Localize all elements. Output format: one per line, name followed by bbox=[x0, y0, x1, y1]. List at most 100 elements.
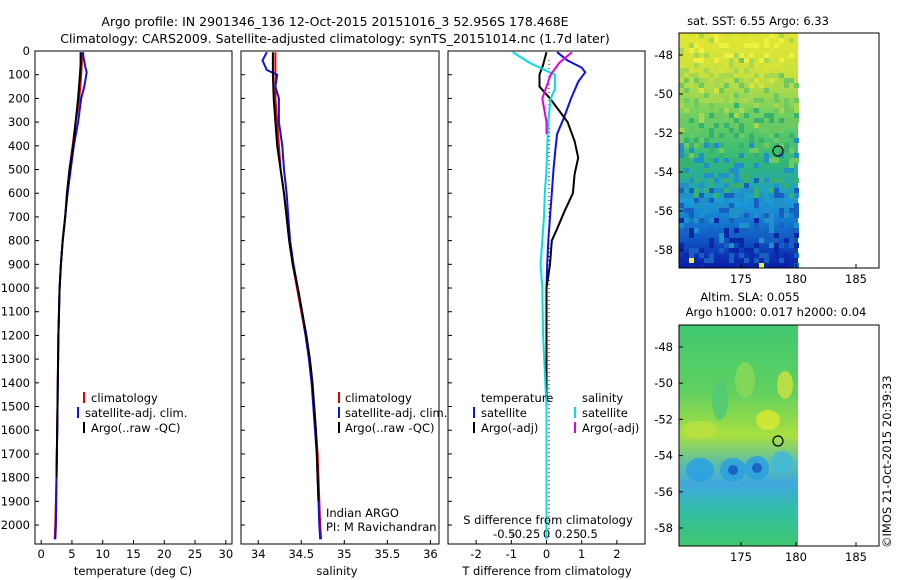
sst-pixel bbox=[789, 108, 794, 113]
sst-pixel bbox=[764, 73, 769, 78]
sst-pixel bbox=[734, 263, 739, 268]
sst-pixel bbox=[769, 33, 774, 38]
sst-pixel bbox=[709, 253, 714, 258]
sst-pixel bbox=[714, 78, 719, 83]
sst-pixel bbox=[789, 193, 794, 198]
sst-pixel bbox=[754, 193, 759, 198]
sst-pixel bbox=[789, 168, 794, 173]
sst-pixel bbox=[684, 228, 689, 233]
sst-pixel bbox=[794, 138, 799, 143]
sst-pixel bbox=[719, 73, 724, 78]
legend-argo: Argo(..raw -QC) bbox=[345, 421, 435, 435]
sst-pixel bbox=[754, 63, 759, 68]
sst-pixel bbox=[734, 213, 739, 218]
sst-pixel bbox=[694, 143, 699, 148]
sst-pixel bbox=[784, 38, 789, 43]
sst-pixel bbox=[794, 113, 799, 118]
sst-pixel bbox=[724, 228, 729, 233]
sst-pixel bbox=[729, 233, 734, 238]
sst-pixel bbox=[694, 128, 699, 133]
sst-pixel bbox=[689, 253, 694, 258]
sst-pixel bbox=[704, 53, 709, 58]
sst-pixel bbox=[719, 208, 724, 213]
sst-pixel bbox=[724, 33, 729, 38]
sst-pixel bbox=[729, 168, 734, 173]
sst-pixel bbox=[689, 263, 694, 268]
sst-pixel bbox=[694, 43, 699, 48]
sst-pixel bbox=[689, 153, 694, 158]
sst-pixel bbox=[724, 243, 729, 248]
sst-pixel bbox=[729, 238, 734, 243]
salinity-legend: climatology satellite-adj. clim. Argo(..… bbox=[338, 391, 447, 435]
sst-pixel bbox=[679, 103, 684, 108]
sla-map-panel: Altim. SLA: 0.055 Argo h1000: 0.017 h200… bbox=[654, 290, 880, 564]
legend-temperature-heading: temperature bbox=[481, 391, 553, 405]
sst-pixel bbox=[744, 188, 749, 193]
sst-pixel bbox=[679, 38, 684, 43]
depth-tick-label: 1200 bbox=[1, 328, 30, 342]
sst-pixel bbox=[714, 188, 719, 193]
sst-pixel bbox=[789, 208, 794, 213]
sst-pixel bbox=[729, 158, 734, 163]
sst-pixel bbox=[779, 108, 784, 113]
sst-pixel bbox=[719, 248, 724, 253]
sst-pixel bbox=[694, 188, 699, 193]
sst-pixel bbox=[739, 88, 744, 93]
sst-pixel bbox=[779, 58, 784, 63]
sst-pixel bbox=[754, 148, 759, 153]
sst-pixel bbox=[749, 108, 754, 113]
sst-pixel bbox=[764, 63, 769, 68]
sst-pixel bbox=[689, 188, 694, 193]
sst-pixel bbox=[719, 68, 724, 73]
sst-pixel bbox=[739, 133, 744, 138]
sst-pixel bbox=[719, 143, 724, 148]
sst-pixel bbox=[779, 233, 784, 238]
sst-pixel bbox=[779, 153, 784, 158]
sst-pixel bbox=[729, 258, 734, 263]
sst-pixel bbox=[774, 73, 779, 78]
sst-pixel bbox=[679, 83, 684, 88]
sst-pixel bbox=[794, 208, 799, 213]
sla-map-title-line2: Argo h1000: 0.017 h2000: 0.04 bbox=[686, 305, 867, 319]
sst-pixel bbox=[719, 238, 724, 243]
sst-pixel bbox=[734, 248, 739, 253]
sst-pixel bbox=[749, 118, 754, 123]
sst-pixel bbox=[724, 158, 729, 163]
sst-pixel bbox=[719, 153, 724, 158]
sst-pixel bbox=[789, 163, 794, 168]
sst-pixel bbox=[699, 183, 704, 188]
sst-pixel bbox=[744, 33, 749, 38]
sst-pixel bbox=[689, 73, 694, 78]
sst-pixel bbox=[789, 38, 794, 43]
legend-sal-argo: Argo(-adj) bbox=[582, 421, 639, 435]
sst-pixel bbox=[724, 188, 729, 193]
sst-pixel bbox=[769, 63, 774, 68]
sst-pixel bbox=[769, 243, 774, 248]
sst-pixel bbox=[754, 123, 759, 128]
sst-pixel bbox=[769, 78, 774, 83]
sst-pixel bbox=[754, 118, 759, 123]
sst-pixel bbox=[724, 208, 729, 213]
temperature-xlabel: temperature (deg C) bbox=[74, 564, 192, 578]
sst-pixel bbox=[754, 203, 759, 208]
sst-pixel bbox=[774, 238, 779, 243]
sst-pixel bbox=[694, 78, 699, 83]
sst-pixel bbox=[784, 88, 789, 93]
sst-pixel bbox=[684, 173, 689, 178]
sst-pixel bbox=[784, 233, 789, 238]
sst-pixel bbox=[764, 48, 769, 53]
sst-pixel bbox=[794, 188, 799, 193]
sst-pixel bbox=[679, 218, 684, 223]
legend-satellite: satellite-adj. clim. bbox=[345, 406, 447, 420]
sst-pixel bbox=[754, 108, 759, 113]
sst-pixel bbox=[774, 83, 779, 88]
sst-pixel bbox=[764, 228, 769, 233]
x-tick-label: 1 bbox=[578, 547, 585, 561]
sst-pixel bbox=[684, 38, 689, 43]
sst-pixel bbox=[774, 183, 779, 188]
sst-pixel bbox=[764, 88, 769, 93]
x-tick-label: 5 bbox=[68, 547, 75, 561]
sst-pixel bbox=[704, 78, 709, 83]
sst-pixel bbox=[774, 98, 779, 103]
sst-pixel bbox=[709, 188, 714, 193]
